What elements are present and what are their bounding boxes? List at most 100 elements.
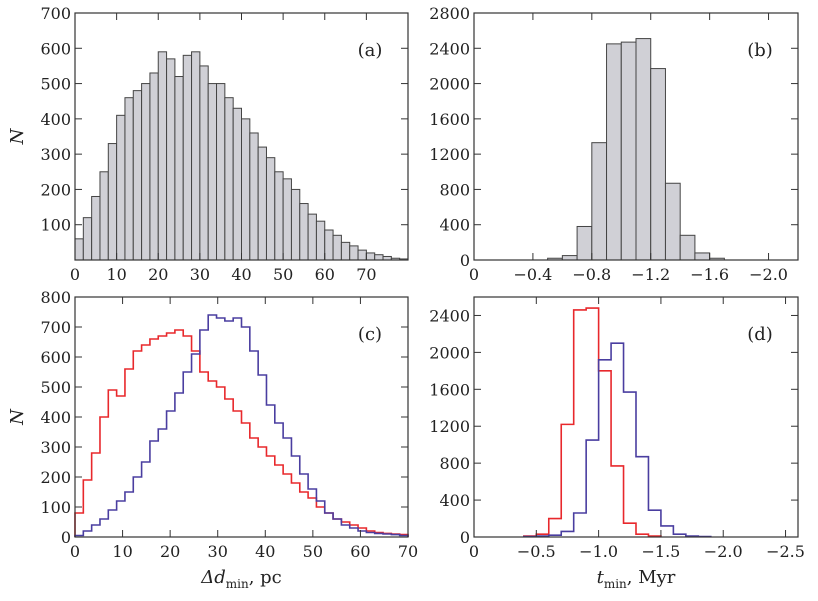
ytick-label-d-3: 1200	[429, 417, 470, 436]
bar-b-10	[694, 252, 711, 261]
bar-b-2	[576, 225, 593, 261]
bar-a-17	[216, 83, 226, 261]
bar-a-30	[324, 229, 334, 261]
bar-a-15	[199, 65, 209, 261]
ytick-label-b-3: 1200	[429, 145, 470, 164]
xtick-label-a-0: 0	[70, 265, 80, 284]
panel-b: 0 −0.4 −0.8 −1.2 −1.6 −2.0 0 400 800 1200 1600 2000…	[429, 4, 799, 284]
xtick-label-a-7: 70	[356, 265, 376, 284]
panel-a: 0 10 20 30 40 50 60 70 100 200 300 400 500 600 700 (a) N	[7, 4, 409, 284]
bar-a-14	[191, 51, 201, 261]
series-d-red	[523, 307, 662, 537]
ytick-label-c-2: 200	[40, 468, 71, 487]
ytick-label-d-6: 2400	[429, 306, 470, 325]
panel-c: 0 10 20 30 40 50 60 700100200300400500600700800…	[7, 288, 418, 591]
xtick-label-c-7: 70	[398, 542, 418, 561]
bar-a-1	[82, 217, 93, 261]
bar-a-12	[174, 76, 184, 261]
ytick-label-a-2: 300	[40, 145, 71, 164]
xtick-label-c-1: 10	[112, 542, 132, 561]
ytick-label-b-4: 1600	[429, 110, 470, 129]
series-d-blue	[523, 342, 712, 538]
xtick-label-b-1: −0.4	[513, 265, 552, 284]
xtick-label-a-3: 30	[190, 265, 210, 284]
ytick-label-d-0: 0	[460, 528, 470, 547]
bar-a-32	[340, 241, 351, 261]
bar-a-13	[182, 54, 193, 261]
plot-frame-d	[473, 296, 799, 538]
xtick-label-c-4: 40	[255, 542, 275, 561]
bar-b-6	[635, 38, 652, 261]
ylabel-a: N	[7, 127, 28, 145]
panel-d: 0 −0.5 −1.0 −1.5 −2.0 −2.5 0 400 800 1200 1600 2000…	[429, 296, 805, 591]
bar-a-4	[107, 143, 118, 261]
ytick-label-d-5: 2000	[429, 343, 470, 362]
bar-b-8	[664, 182, 681, 261]
bar-a-36	[374, 254, 384, 261]
bar-a-7	[132, 90, 143, 261]
bar-a-20	[241, 118, 251, 261]
ytick-label-b-7: 2800	[429, 4, 470, 23]
ytick-label-c-5: 500	[40, 378, 71, 397]
ytick-label-d-1: 400	[439, 491, 470, 510]
xtick-label-d-3: −1.5	[641, 542, 680, 561]
xtick-label-b-3: −1.2	[631, 265, 670, 284]
xtick-label-b-2: −0.8	[572, 265, 611, 284]
bar-a-23	[265, 157, 276, 261]
xtick-label-a-5: 50	[273, 265, 293, 284]
ytick-label-a-6: 700	[40, 4, 71, 23]
bar-b-9	[679, 234, 696, 261]
panel-label-b: (b)	[747, 40, 773, 61]
xtick-label-a-6: 60	[315, 265, 335, 284]
xtick-label-c-0: 0	[70, 542, 80, 561]
xtick-label-b-0: 0	[469, 265, 479, 284]
bar-a-18	[224, 97, 234, 261]
bar-a-21	[249, 132, 259, 261]
bar-a-3	[99, 171, 109, 261]
xtick-label-a-2: 20	[148, 265, 168, 284]
xtick-label-d-0: 0	[469, 542, 479, 561]
bar-a-10	[157, 51, 168, 261]
ytick-label-a-4: 500	[40, 75, 71, 94]
bar-a-24	[274, 171, 284, 261]
bar-b-4	[606, 43, 622, 261]
xtick-label-d-1: −0.5	[517, 542, 556, 561]
xtick-label-c-5: 50	[303, 542, 323, 561]
ytick-label-a-3: 400	[40, 110, 71, 129]
xtick-label-c-2: 20	[160, 542, 180, 561]
xtick-label-b-4: −1.6	[690, 265, 729, 284]
ytick-label-c-4: 400	[40, 408, 71, 427]
xtick-label-d-5: −2.5	[766, 542, 805, 561]
ytick-label-b-6: 2400	[429, 39, 470, 58]
ytick-label-a-1: 200	[40, 180, 71, 199]
ytick-label-b-0: 0	[460, 251, 470, 270]
bar-a-11	[166, 58, 176, 261]
xtick-label-c-3: 30	[208, 542, 228, 561]
plot-frame-b	[473, 12, 799, 261]
ytick-label-d-4: 1600	[429, 380, 470, 399]
bar-a-29	[315, 220, 326, 261]
ytick-label-c-8: 800	[40, 288, 71, 307]
bar-a-33	[349, 245, 359, 261]
bar-a-8	[141, 83, 151, 261]
bar-b-7	[650, 68, 666, 261]
bar-b-5	[620, 41, 637, 261]
bar-a-35	[365, 252, 376, 261]
ytick-label-a-5: 600	[40, 39, 71, 58]
ytick-label-b-1: 400	[439, 216, 470, 235]
bar-b-1	[561, 255, 578, 261]
bar-a-0	[74, 238, 84, 261]
xtick-label-a-1: 10	[106, 265, 126, 284]
ylabel-c: N	[7, 408, 28, 426]
xlabel-d: tmin, Myr	[597, 567, 676, 591]
ytick-label-b-2: 800	[439, 180, 470, 199]
bar-a-5	[116, 114, 126, 261]
bar-a-16	[207, 83, 218, 261]
bar-a-19	[232, 107, 243, 261]
bar-a-22	[257, 146, 267, 261]
bar-a-27	[299, 203, 309, 261]
series-c-blue	[74, 314, 409, 537]
bar-a-26	[290, 188, 301, 261]
ytick-label-b-5: 2000	[429, 75, 470, 94]
